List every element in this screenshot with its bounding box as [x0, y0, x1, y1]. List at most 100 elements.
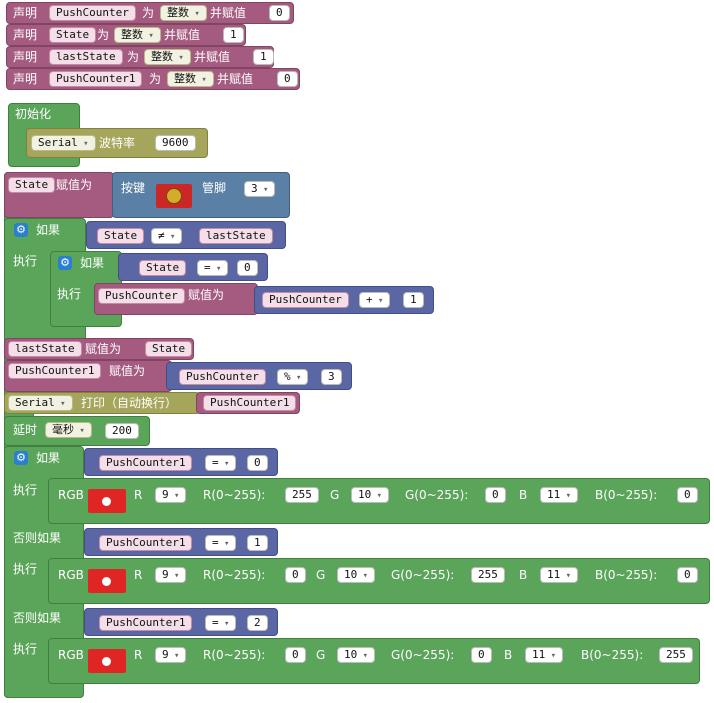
- initial-value-input[interactable]: 0: [269, 5, 290, 21]
- g-pin-dropdown[interactable]: 10: [351, 487, 390, 503]
- assign-target-variable[interactable]: State: [8, 177, 56, 193]
- g-pin-dropdown[interactable]: 10: [337, 647, 376, 663]
- serial-port-dropdown[interactable]: Serial: [8, 395, 73, 411]
- compare-operator-dropdown[interactable]: =: [205, 455, 237, 471]
- assign-keyword: 并赋值: [194, 50, 231, 64]
- compare-right-value[interactable]: 1: [247, 535, 268, 551]
- type-dropdown[interactable]: 整数: [160, 5, 207, 21]
- compare-block[interactable]: PushCounter1 = 1: [84, 528, 278, 556]
- assign-pushcounter1-block[interactable]: PushCounter1 赋值为: [4, 360, 172, 392]
- g-value-input[interactable]: 0: [471, 647, 492, 663]
- r-pin-dropdown[interactable]: 9: [155, 487, 187, 503]
- math-left-variable[interactable]: PushCounter: [262, 292, 349, 308]
- gear-icon[interactable]: ⚙: [14, 223, 28, 237]
- compare-left-variable[interactable]: PushCounter1: [99, 615, 193, 631]
- math-add-block[interactable]: PushCounter + 1: [254, 286, 434, 314]
- g-range-label: G(0~255):: [391, 568, 455, 582]
- gear-icon[interactable]: ⚙: [14, 451, 28, 465]
- compare-left-variable[interactable]: PushCounter1: [99, 455, 193, 471]
- assign-pushcounter-block[interactable]: PushCounter 赋值为: [94, 283, 258, 315]
- g-pin-dropdown[interactable]: 10: [337, 567, 376, 583]
- initial-value-input[interactable]: 1: [253, 49, 274, 65]
- compare-block[interactable]: State = 0: [118, 253, 268, 281]
- math-right-value[interactable]: 1: [403, 292, 424, 308]
- g-value-input[interactable]: 0: [485, 487, 506, 503]
- type-dropdown[interactable]: 整数: [144, 49, 191, 65]
- b-value-input[interactable]: 255: [659, 647, 693, 663]
- as-keyword: 为: [149, 72, 162, 86]
- b-value-input[interactable]: 0: [677, 567, 698, 583]
- assign-target-variable[interactable]: PushCounter1: [8, 363, 102, 379]
- variable-name-input[interactable]: lastState: [49, 49, 123, 65]
- do-keyword: 执行: [13, 254, 38, 268]
- baud-rate-input[interactable]: 9600: [155, 135, 196, 151]
- math-right-value[interactable]: 3: [321, 369, 342, 385]
- delay-unit-dropdown[interactable]: 毫秒: [45, 422, 92, 438]
- button-read-block[interactable]: 按键 管脚 3: [112, 172, 290, 218]
- r-pin-label: R: [134, 488, 143, 502]
- variable-name-input[interactable]: PushCounter1: [49, 71, 143, 87]
- serial-port-dropdown[interactable]: Serial: [31, 135, 96, 151]
- r-value-input[interactable]: 255: [285, 487, 319, 503]
- compare-right-value[interactable]: 0: [247, 455, 268, 471]
- compare-block[interactable]: State ≠ lastState: [86, 221, 286, 249]
- r-value-input[interactable]: 0: [285, 647, 306, 663]
- serial-print-block[interactable]: Serial 打印（自动换行）: [4, 392, 200, 414]
- compare-left-variable[interactable]: PushCounter1: [99, 535, 193, 551]
- r-value-input[interactable]: 0: [285, 567, 306, 583]
- compare-left-variable[interactable]: State: [139, 260, 187, 276]
- variable-name-input[interactable]: State: [49, 27, 97, 43]
- compare-left-variable[interactable]: State: [97, 228, 145, 244]
- assign-source-variable[interactable]: State: [145, 341, 193, 357]
- math-operator-dropdown[interactable]: %: [277, 369, 309, 385]
- r-pin-dropdown[interactable]: 9: [155, 647, 187, 663]
- initial-value-input[interactable]: 0: [277, 71, 298, 87]
- compare-right-variable[interactable]: lastState: [199, 228, 273, 244]
- declare-block-pushcounter[interactable]: 声明 PushCounter 为 整数 并赋值 0: [6, 2, 294, 24]
- assign-state-block[interactable]: State 赋值为: [4, 172, 114, 218]
- serial-baud-block[interactable]: Serial 波特率 9600: [26, 128, 208, 158]
- b-value-input[interactable]: 0: [677, 487, 698, 503]
- pin-dropdown[interactable]: 3: [244, 181, 276, 197]
- b-pin-dropdown[interactable]: 11: [525, 647, 564, 663]
- math-operator-dropdown[interactable]: +: [359, 292, 391, 308]
- variable-name-input[interactable]: PushCounter: [49, 5, 136, 21]
- delay-block[interactable]: 延时 毫秒 200: [4, 416, 150, 446]
- r-pin-label: R: [134, 568, 143, 582]
- g-value-input[interactable]: 255: [471, 567, 505, 583]
- compare-block[interactable]: PushCounter1 = 2: [84, 608, 278, 636]
- assign-target-variable[interactable]: PushCounter: [98, 288, 185, 304]
- type-dropdown[interactable]: 整数: [167, 71, 214, 87]
- type-dropdown[interactable]: 整数: [114, 27, 161, 43]
- declare-block-state[interactable]: 声明 State 为 整数 并赋值 1: [6, 24, 246, 46]
- r-range-label: R(0~255):: [203, 568, 266, 582]
- compare-operator-dropdown[interactable]: =: [197, 260, 229, 276]
- do-keyword: 执行: [13, 483, 38, 497]
- r-pin-dropdown[interactable]: 9: [155, 567, 187, 583]
- compare-right-value[interactable]: 2: [247, 615, 268, 631]
- math-left-variable[interactable]: PushCounter: [179, 369, 266, 385]
- rgb-led-block[interactable]: RGB R 9 R(0~255): 0 G 10 G(0~255): 255 B…: [48, 558, 710, 604]
- b-pin-dropdown[interactable]: 11: [540, 487, 579, 503]
- math-mod-block[interactable]: PushCounter % 3: [166, 362, 352, 390]
- compare-operator-dropdown[interactable]: =: [205, 535, 237, 551]
- compare-operator-dropdown[interactable]: ≠: [151, 228, 183, 244]
- print-value-block[interactable]: PushCounter1: [196, 392, 300, 414]
- rgb-led-block[interactable]: RGB R 9 R(0~255): 255 G 10 G(0~255): 0 B…: [48, 478, 710, 524]
- print-variable[interactable]: PushCounter1: [203, 395, 297, 411]
- assign-target-variable[interactable]: lastState: [8, 341, 82, 357]
- compare-operator-dropdown[interactable]: =: [205, 615, 237, 631]
- compare-right-value[interactable]: 0: [237, 260, 258, 276]
- compare-block[interactable]: PushCounter1 = 0: [84, 448, 278, 476]
- delay-value-input[interactable]: 200: [105, 423, 139, 439]
- assign-laststate-block[interactable]: lastState 赋值为 State: [4, 338, 194, 360]
- rgb-led-block[interactable]: RGB R 9 R(0~255): 0 G 10 G(0~255): 0 B 1…: [48, 638, 700, 684]
- if-keyword: 如果: [80, 256, 105, 270]
- gear-icon[interactable]: ⚙: [58, 256, 72, 270]
- else-if-keyword: 否则如果: [13, 531, 62, 545]
- initial-value-input[interactable]: 1: [223, 27, 244, 43]
- b-pin-dropdown[interactable]: 11: [540, 567, 579, 583]
- declare-block-laststate[interactable]: 声明 lastState 为 整数 并赋值 1: [6, 46, 274, 68]
- button-label: 按键: [121, 181, 146, 195]
- declare-block-pushcounter1[interactable]: 声明 PushCounter1 为 整数 并赋值 0: [6, 68, 300, 90]
